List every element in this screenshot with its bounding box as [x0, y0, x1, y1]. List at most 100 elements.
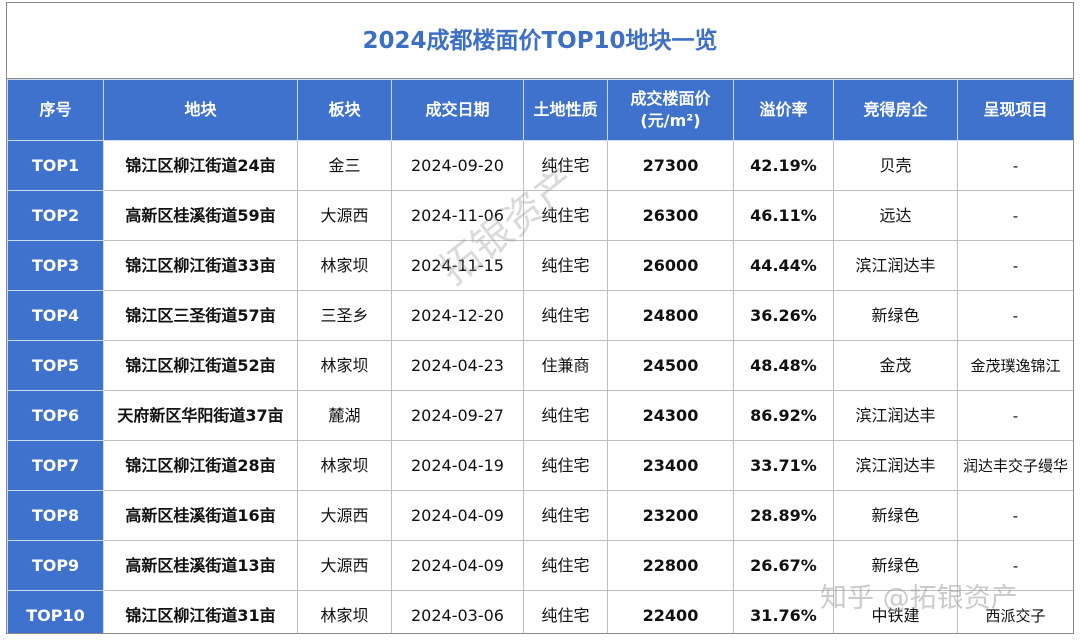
- cell-area: 三圣乡: [297, 290, 392, 341]
- cell-area: 大源西: [297, 540, 392, 591]
- cell-rank: TOP2: [7, 190, 104, 241]
- table-row: TOP9 高新区桂溪街道13亩 大源西 2024-04-09 纯住宅 22800 26.67…: [7, 540, 1073, 591]
- cell-project: -: [957, 240, 1073, 291]
- table-title: 2024成都楼面价TOP10地块一览: [7, 3, 1073, 79]
- cell-date: 2024-12-20: [391, 290, 524, 341]
- cell-plot: 锦江区柳江街道31亩: [103, 590, 298, 633]
- cell-project: -: [957, 540, 1073, 591]
- cell-area: 大源西: [297, 490, 392, 541]
- cell-premium: 33.71%: [733, 440, 834, 491]
- header-rank: 序号: [7, 79, 104, 141]
- table-row: TOP7 锦江区柳江街道28亩 林家坝 2024-04-19 纯住宅 23400 33.71…: [7, 440, 1073, 491]
- cell-developer: 滨江润达丰: [833, 390, 958, 441]
- cell-rank: TOP3: [7, 240, 104, 291]
- table-row: TOP8 高新区桂溪街道16亩 大源西 2024-04-09 纯住宅 23200 28.89…: [7, 490, 1073, 541]
- cell-project: 金茂璞逸锦江: [957, 340, 1073, 391]
- cell-rank: TOP8: [7, 490, 104, 541]
- cell-area: 金三: [297, 140, 392, 191]
- cell-area: 林家坝: [297, 340, 392, 391]
- header-row: 序号 地块 板块 成交日期 土地性质 成交楼面价 (元/m²) 溢价率 竞得房企…: [7, 79, 1073, 141]
- cell-premium: 48.48%: [733, 340, 834, 391]
- cell-land-type: 纯住宅: [523, 240, 608, 291]
- header-price-line1: 成交楼面价: [630, 89, 711, 108]
- header-price-unit: (元/m²): [640, 111, 701, 130]
- cell-premium: 26.67%: [733, 540, 834, 591]
- cell-price: 23200: [607, 490, 734, 541]
- cell-plot: 锦江区柳江街道28亩: [103, 440, 298, 491]
- cell-developer: 远达: [833, 190, 958, 241]
- header-developer: 竞得房企: [833, 79, 958, 141]
- cell-date: 2024-04-09: [391, 490, 524, 541]
- table-row: TOP3 锦江区柳江街道33亩 林家坝 2024-11-15 纯住宅 26000 44.44…: [7, 240, 1073, 291]
- cell-land-type: 纯住宅: [523, 440, 608, 491]
- cell-plot: 锦江区柳江街道33亩: [103, 240, 298, 291]
- cell-land-type: 住兼商: [523, 340, 608, 391]
- table-row: TOP6 天府新区华阳街道37亩 麓湖 2024-09-27 纯住宅 24300 86.92…: [7, 390, 1073, 441]
- cell-project: -: [957, 490, 1073, 541]
- cell-price: 22400: [607, 590, 734, 633]
- cell-project: -: [957, 190, 1073, 241]
- cell-premium: 42.19%: [733, 140, 834, 191]
- cell-premium: 31.76%: [733, 590, 834, 633]
- cell-developer: 新绿色: [833, 490, 958, 541]
- cell-price: 24500: [607, 340, 734, 391]
- cell-premium: 86.92%: [733, 390, 834, 441]
- header-plot: 地块: [103, 79, 298, 141]
- cell-area: 大源西: [297, 190, 392, 241]
- cell-date: 2024-04-19: [391, 440, 524, 491]
- cell-developer: 贝壳: [833, 140, 958, 191]
- header-price: 成交楼面价 (元/m²): [607, 79, 734, 141]
- cell-premium: 46.11%: [733, 190, 834, 241]
- cell-project: -: [957, 390, 1073, 441]
- cell-land-type: 纯住宅: [523, 540, 608, 591]
- header-premium: 溢价率: [733, 79, 834, 141]
- header-land-type: 土地性质: [523, 79, 608, 141]
- cell-price: 24300: [607, 390, 734, 441]
- table-row: TOP10 锦江区柳江街道31亩 林家坝 2024-03-06 纯住宅 22400 31.7…: [7, 590, 1073, 633]
- cell-price: 27300: [607, 140, 734, 191]
- cell-rank: TOP5: [7, 340, 104, 391]
- cell-developer: 新绿色: [833, 540, 958, 591]
- table-row: TOP1 锦江区柳江街道24亩 金三 2024-09-20 纯住宅 27300 42.19%…: [7, 140, 1073, 191]
- cell-price: 22800: [607, 540, 734, 591]
- header-project: 呈现项目: [957, 79, 1073, 141]
- cell-premium: 28.89%: [733, 490, 834, 541]
- cell-plot: 高新区桂溪街道59亩: [103, 190, 298, 241]
- cell-plot: 天府新区华阳街道37亩: [103, 390, 298, 441]
- table-body: TOP1 锦江区柳江街道24亩 金三 2024-09-20 纯住宅 27300 42.19%…: [7, 140, 1073, 633]
- cell-rank: TOP6: [7, 390, 104, 441]
- cell-land-type: 纯住宅: [523, 490, 608, 541]
- cell-price: 23400: [607, 440, 734, 491]
- header-area: 板块: [297, 79, 392, 141]
- cell-plot: 锦江区柳江街道52亩: [103, 340, 298, 391]
- cell-date: 2024-11-06: [391, 190, 524, 241]
- cell-area: 麓湖: [297, 390, 392, 441]
- cell-area: 林家坝: [297, 590, 392, 633]
- cell-plot: 锦江区柳江街道24亩: [103, 140, 298, 191]
- cell-price: 24800: [607, 290, 734, 341]
- cell-date: 2024-09-27: [391, 390, 524, 441]
- cell-plot: 锦江区三圣街道57亩: [103, 290, 298, 341]
- table-row: TOP5 锦江区柳江街道52亩 林家坝 2024-04-23 住兼商 24500 48.48…: [7, 340, 1073, 391]
- cell-land-type: 纯住宅: [523, 590, 608, 633]
- cell-developer: 金茂: [833, 340, 958, 391]
- cell-developer: 滨江润达丰: [833, 240, 958, 291]
- cell-rank: TOP1: [7, 140, 104, 191]
- cell-rank: TOP4: [7, 290, 104, 341]
- cell-land-type: 纯住宅: [523, 290, 608, 341]
- cell-plot: 高新区桂溪街道16亩: [103, 490, 298, 541]
- cell-date: 2024-04-23: [391, 340, 524, 391]
- cell-date: 2024-09-20: [391, 140, 524, 191]
- cell-premium: 44.44%: [733, 240, 834, 291]
- cell-area: 林家坝: [297, 440, 392, 491]
- cell-date: 2024-03-06: [391, 590, 524, 633]
- cell-land-type: 纯住宅: [523, 390, 608, 441]
- cell-plot: 高新区桂溪街道13亩: [103, 540, 298, 591]
- ranking-table: 序号 地块 板块 成交日期 土地性质 成交楼面价 (元/m²) 溢价率 竞得房企…: [7, 79, 1073, 633]
- table-row: TOP2 高新区桂溪街道59亩 大源西 2024-11-06 纯住宅 26300 46.11…: [7, 190, 1073, 241]
- cell-land-type: 纯住宅: [523, 190, 608, 241]
- cell-rank: TOP7: [7, 440, 104, 491]
- cell-date: 2024-04-09: [391, 540, 524, 591]
- cell-rank: TOP10: [7, 590, 104, 633]
- cell-date: 2024-11-15: [391, 240, 524, 291]
